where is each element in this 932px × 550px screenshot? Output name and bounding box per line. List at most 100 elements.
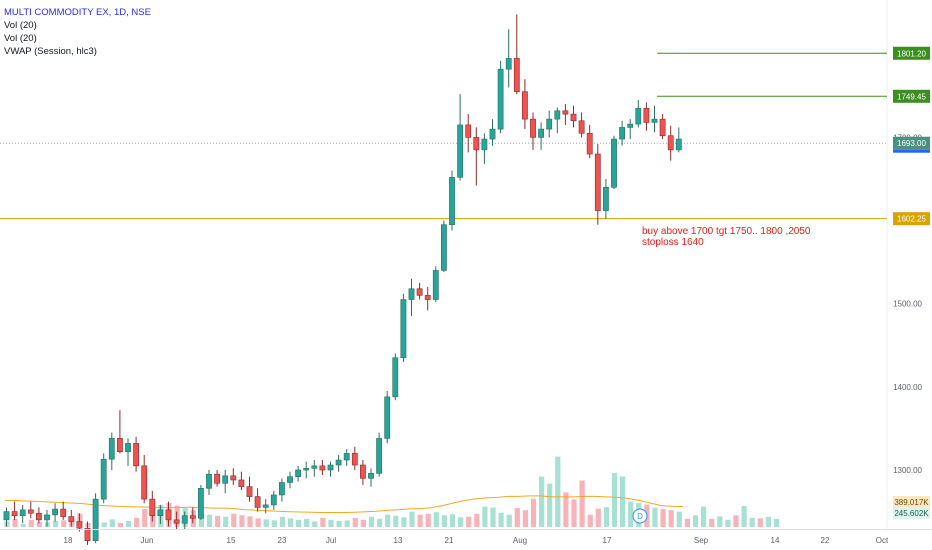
- candle-body: [303, 468, 310, 471]
- time-tick-label: 22: [821, 536, 830, 545]
- volume-bar: [603, 507, 609, 527]
- volume-bar: [239, 515, 245, 527]
- volume-bar: [709, 518, 715, 527]
- volume-bar: [433, 512, 439, 527]
- candle-body: [35, 512, 42, 521]
- candle-body: [100, 458, 107, 500]
- candle-body: [465, 124, 472, 138]
- candle-body: [570, 113, 577, 122]
- volume-bar: [514, 508, 520, 527]
- volume-bar: [611, 472, 618, 527]
- level-price-tag: [893, 46, 930, 60]
- candle-body: [287, 476, 293, 483]
- candle-body: [416, 288, 423, 296]
- volume-bar: [692, 515, 699, 527]
- candle-body: [11, 511, 18, 517]
- volume-bar: [101, 522, 107, 527]
- candle-body: [238, 479, 245, 487]
- legend-volume-2[interactable]: Vol (20): [4, 33, 37, 44]
- candle-body: [27, 509, 34, 514]
- volume-bar: [61, 520, 67, 527]
- volume-bar: [417, 514, 423, 527]
- volume-value-label: 389.017K: [894, 498, 929, 507]
- legend-volume-1[interactable]: Vol (20): [4, 20, 37, 31]
- candle-body: [319, 465, 326, 471]
- candle-body: [335, 459, 342, 466]
- candle-body: [562, 110, 569, 115]
- volume-bar: [449, 514, 456, 527]
- candle-body: [489, 128, 496, 140]
- candle-body: [586, 132, 593, 155]
- candle-body: [181, 515, 188, 524]
- candle-body: [165, 509, 172, 521]
- candle-body: [635, 107, 642, 125]
- volume-bar: [336, 520, 342, 527]
- volume-bar: [377, 518, 383, 527]
- volume-bar: [271, 520, 277, 527]
- time-tick-label: 18: [64, 536, 73, 545]
- volume-bar: [701, 506, 707, 527]
- volume-bar: [231, 513, 237, 527]
- time-tick-label: 13: [394, 536, 403, 545]
- candle-body: [530, 118, 536, 138]
- candle-body: [60, 508, 67, 517]
- candle-body: [594, 153, 601, 211]
- volume-bar: [441, 515, 447, 527]
- candle-body: [262, 504, 269, 508]
- candle-body: [659, 118, 666, 137]
- volume-price-tag: [893, 507, 930, 519]
- price-axis-panel: [887, 0, 932, 529]
- legend-symbol-title[interactable]: MULTI COMMODITY EX, 1D, NSE: [4, 7, 151, 18]
- candle-body: [611, 138, 617, 188]
- legend-vwap[interactable]: VWAP (Session, hlc3): [4, 46, 97, 57]
- volume-bar: [368, 516, 375, 527]
- dividend-marker-label: D: [637, 512, 643, 521]
- volume-bar: [628, 501, 634, 527]
- candle-body: [408, 288, 415, 300]
- candle-body: [278, 482, 285, 496]
- volume-bar: [223, 516, 229, 527]
- volume-bar: [757, 518, 763, 527]
- candle-body: [157, 509, 164, 517]
- volume-bar: [563, 492, 569, 527]
- candle-body: [19, 509, 26, 517]
- level-price-label: 1602.25: [897, 215, 926, 224]
- time-tick-label: 23: [278, 536, 287, 545]
- volume-bar: [344, 520, 350, 527]
- time-axis-divider: [0, 529, 932, 530]
- volume-bar: [401, 517, 407, 527]
- candle-body: [108, 438, 115, 460]
- volume-bar: [579, 480, 585, 527]
- time-tick-label: Aug: [513, 536, 527, 545]
- level-price-tag: [893, 212, 930, 226]
- candle-body: [392, 357, 399, 398]
- volume-bar: [20, 523, 26, 527]
- candle-body: [554, 110, 561, 120]
- candle-body: [84, 527, 91, 541]
- volume-bar: [620, 476, 626, 527]
- level-price-tag: [893, 136, 930, 150]
- candle-body: [44, 514, 50, 521]
- candle-body: [351, 453, 358, 466]
- volume-bar: [539, 476, 545, 527]
- candle-body: [52, 508, 58, 516]
- volume-bar: [320, 517, 326, 527]
- candle-body: [578, 120, 585, 134]
- volume-bar: [652, 507, 658, 527]
- candle-body: [449, 177, 455, 226]
- volume-bar: [287, 518, 294, 527]
- volume-bar: [36, 521, 42, 527]
- price-marker-strip: [893, 149, 930, 153]
- candle-body: [376, 438, 382, 474]
- candle-body: [400, 299, 407, 359]
- price-tick-label: 1300.00: [893, 466, 922, 475]
- candle-body: [675, 138, 682, 151]
- volume-bar: [279, 516, 285, 527]
- candle-body: [538, 128, 544, 138]
- volume-bar: [530, 498, 537, 527]
- time-tick-label: Jun: [141, 536, 154, 545]
- volume-bar: [134, 517, 140, 527]
- candle-body: [651, 118, 658, 123]
- volume-value-label: 245.602K: [894, 509, 929, 518]
